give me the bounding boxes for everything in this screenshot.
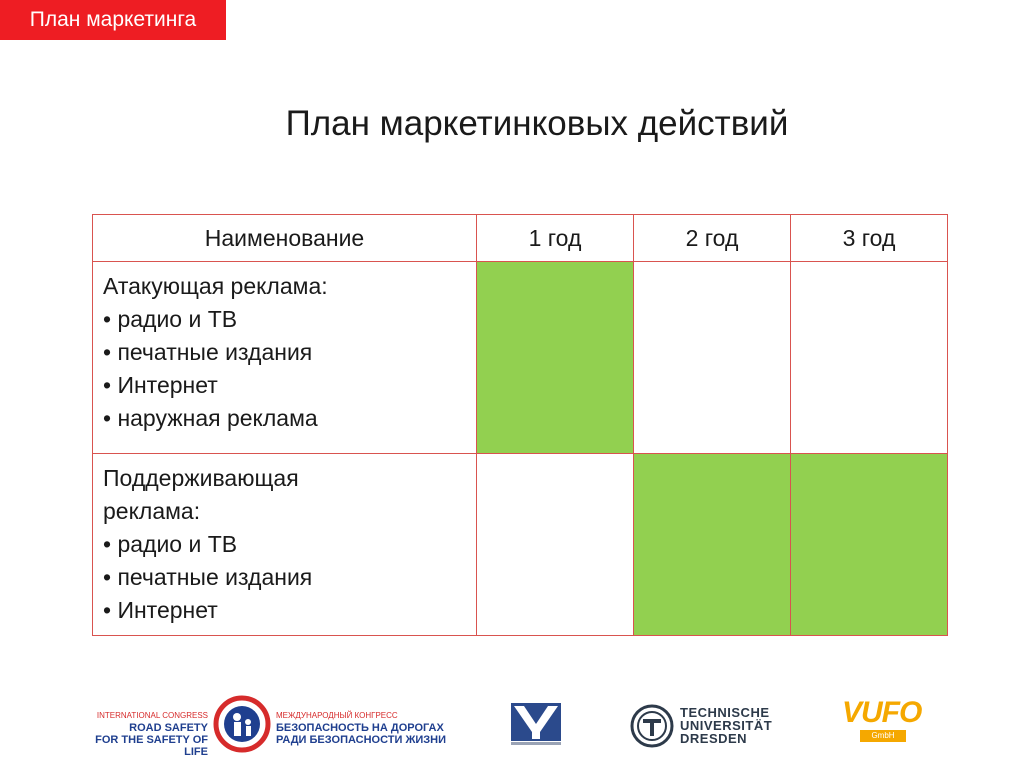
row-name-cell: Атакующая реклама: • радио и ТВ • печатн… bbox=[92, 261, 477, 454]
row-line: • радио и ТВ bbox=[103, 531, 238, 557]
row-line: • наружная реклама bbox=[103, 405, 318, 431]
road-safety-ru-line: РАДИ БЕЗОПАСНОСТИ ЖИЗНИ bbox=[276, 734, 447, 746]
vufo-logo: VUFO bbox=[842, 696, 922, 729]
row-line: реклама: bbox=[103, 498, 201, 524]
table-row: Поддерживающая реклама: • радио и ТВ • п… bbox=[92, 453, 948, 636]
year-cell bbox=[790, 261, 948, 454]
year-cell bbox=[476, 453, 634, 636]
row-name-cell: Поддерживающая реклама: • радио и ТВ • п… bbox=[92, 453, 477, 636]
vufo-gmbh-label: GmbH bbox=[860, 730, 906, 742]
slide-title: План маркетинковых действий bbox=[285, 104, 789, 143]
tu-dresden-line: TECHNISCHE bbox=[680, 705, 770, 720]
year-cell bbox=[633, 261, 791, 454]
row-line: • Интернет bbox=[103, 372, 218, 398]
road-safety-ru-line: МЕЖДУНАРОДНЫЙ КОНГРЕСС bbox=[276, 711, 398, 720]
year-cell bbox=[633, 453, 791, 636]
header-year-1: 1 год bbox=[476, 214, 634, 262]
header-name: Наименование bbox=[92, 214, 477, 262]
row-line: • радио и ТВ bbox=[103, 306, 238, 332]
footer-logos: INTERNATIONAL CONGRESS ROAD SAFETY FOR T… bbox=[0, 690, 1024, 760]
marketing-plan-table: Наименование 1 год 2 год 3 год Атакующая… bbox=[92, 214, 948, 636]
tu-dresden-line: DRESDEN bbox=[680, 731, 748, 746]
row-line: Поддерживающая bbox=[103, 465, 299, 491]
year-cell bbox=[790, 453, 948, 636]
row-line: • печатные издания bbox=[103, 339, 313, 365]
tu-dresden-logo: TECHNISCHE UNIVERSITÄT DRESDEN bbox=[680, 706, 772, 745]
road-safety-ru-line: БЕЗОПАСНОСТЬ НА ДОРОГАХ bbox=[276, 722, 444, 734]
row-line: • Интернет bbox=[103, 597, 218, 623]
road-safety-en-line: INTERNATIONAL CONGRESS bbox=[96, 711, 208, 720]
road-safety-en-line: FOR THE SAFETY OF LIFE bbox=[95, 734, 208, 758]
tu-dresden-seal-icon bbox=[630, 704, 674, 748]
university-emblem-icon bbox=[511, 703, 561, 745]
header-year-3: 3 год bbox=[790, 214, 948, 262]
road-safety-en-line: ROAD SAFETY bbox=[129, 722, 208, 734]
row-line: • печатные издания bbox=[103, 564, 313, 590]
road-safety-emblem-icon bbox=[213, 695, 271, 753]
table-row: Атакующая реклама: • радио и ТВ • печатн… bbox=[92, 261, 948, 454]
tu-dresden-line: UNIVERSITÄT bbox=[680, 718, 773, 733]
section-tag: План маркетинга bbox=[0, 0, 226, 40]
row-line: Атакующая реклама: bbox=[103, 273, 328, 299]
road-safety-logo-en: INTERNATIONAL CONGRESS ROAD SAFETY FOR T… bbox=[72, 710, 208, 758]
year-cell bbox=[476, 261, 634, 454]
road-safety-logo-ru: МЕЖДУНАРОДНЫЙ КОНГРЕСС БЕЗОПАСНОСТЬ НА Д… bbox=[276, 710, 476, 746]
table-header-row: Наименование 1 год 2 год 3 год bbox=[92, 214, 948, 262]
header-year-2: 2 год bbox=[633, 214, 791, 262]
